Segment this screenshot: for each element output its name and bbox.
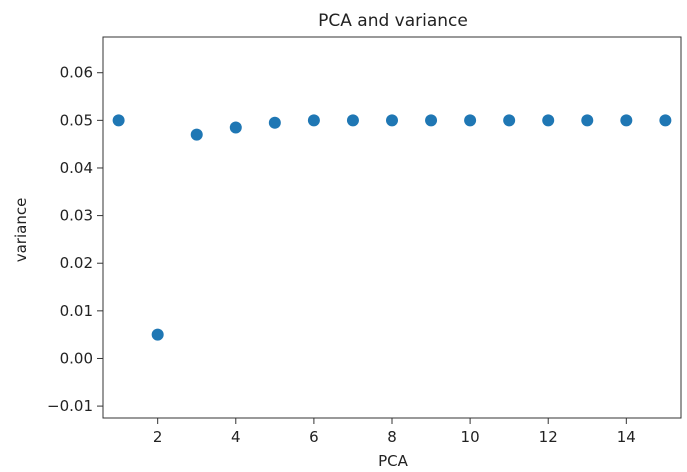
y-tick-label: 0.03 xyxy=(60,207,93,225)
plot-area-frame xyxy=(102,36,682,419)
scatter-point xyxy=(190,128,203,141)
scatter-point xyxy=(151,328,164,341)
y-tick-label: 0.01 xyxy=(60,302,93,320)
tick-layer: 2 4 6 8 10 12 14 −0.01 0.00 0.01 0.02 0.03 0.04 0.05 0… xyxy=(47,64,636,446)
scatter-point xyxy=(620,114,633,127)
scatter-point xyxy=(425,114,438,127)
scatter-point xyxy=(503,114,516,127)
x-axis-label: PCA xyxy=(378,452,409,470)
x-tick-label: 4 xyxy=(231,428,241,446)
y-tick-label: 0.05 xyxy=(60,111,93,129)
y-tick-label: 0.04 xyxy=(60,159,93,177)
y-axis-label: variance xyxy=(12,198,30,263)
x-tick-label: 10 xyxy=(461,428,480,446)
scatter-point xyxy=(268,116,281,129)
scatter-point xyxy=(307,114,320,127)
y-tick-label: 0.06 xyxy=(60,64,93,82)
scatter-point xyxy=(659,114,672,127)
scatter-point xyxy=(581,114,594,127)
x-tick-label: 14 xyxy=(617,428,636,446)
y-tick-label: 0.00 xyxy=(60,349,93,367)
scatter-point xyxy=(229,121,242,134)
scatter-point xyxy=(464,114,477,127)
data-points xyxy=(112,114,672,341)
x-tick-label: 8 xyxy=(387,428,397,446)
scatter-point xyxy=(112,114,125,127)
scatter-point xyxy=(346,114,359,127)
scatter-point xyxy=(386,114,398,127)
x-tick-label: 2 xyxy=(153,428,163,446)
y-tick-label: −0.01 xyxy=(47,397,93,415)
scatter-point xyxy=(542,114,555,127)
x-tick-label: 6 xyxy=(309,428,319,446)
y-tick-label: 0.02 xyxy=(60,254,93,272)
chart-title: PCA and variance xyxy=(318,11,468,31)
x-tick-label: 12 xyxy=(539,428,558,446)
